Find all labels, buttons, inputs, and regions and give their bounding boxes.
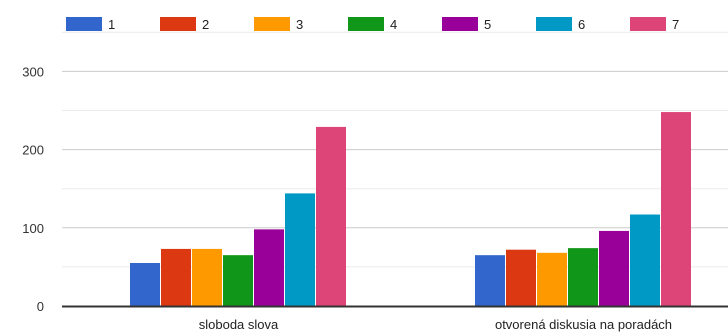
- chart-gridlines: [62, 31, 728, 268]
- legend-swatch-2: [160, 17, 196, 31]
- legend-label-2: 2: [202, 17, 209, 32]
- bar-1-1: [130, 262, 160, 306]
- legend-swatch-4: [348, 17, 384, 31]
- bar-4-2: [568, 248, 598, 306]
- y-axis-ticks: 0 100 200 300: [22, 64, 44, 314]
- legend-label-1: 1: [108, 17, 115, 32]
- legend-swatch-5: [442, 17, 478, 31]
- bar-2-1: [161, 248, 191, 306]
- bar-3-1: [192, 248, 222, 306]
- x-category-label: sloboda slova: [199, 317, 279, 332]
- y-tick-label: 200: [22, 143, 44, 158]
- legend-swatch-7: [630, 17, 666, 31]
- bar-6-2: [630, 214, 660, 306]
- bar-7-2: [661, 112, 691, 307]
- x-category-label: otvorená diskusia na poradách: [495, 317, 672, 332]
- bar-6-1: [285, 193, 315, 306]
- legend-label-3: 3: [296, 17, 303, 32]
- bar-3-2: [537, 252, 567, 306]
- bar-7-1: [316, 126, 346, 306]
- legend-swatch-6: [536, 17, 572, 31]
- legend-swatch-3: [254, 17, 290, 31]
- bar-2-2: [506, 249, 536, 306]
- legend-label-4: 4: [390, 17, 397, 32]
- bar-5-2: [599, 230, 629, 306]
- y-tick-label: 0: [37, 299, 44, 314]
- legend-label-6: 6: [578, 17, 585, 32]
- y-tick-label: 100: [22, 221, 44, 236]
- legend-swatch-1: [66, 17, 102, 31]
- bar-4-1: [223, 255, 253, 306]
- chart-bars: [130, 112, 691, 307]
- chart-legend: 1 2 3 4 5 6 7: [66, 17, 679, 32]
- y-tick-label: 300: [22, 64, 44, 79]
- legend-label-7: 7: [672, 17, 679, 32]
- x-axis-categories: sloboda slova otvorená diskusia na poradá…: [199, 317, 672, 332]
- bar-5-1: [254, 229, 284, 306]
- legend-label-5: 5: [484, 17, 491, 32]
- bar-1-2: [475, 255, 505, 306]
